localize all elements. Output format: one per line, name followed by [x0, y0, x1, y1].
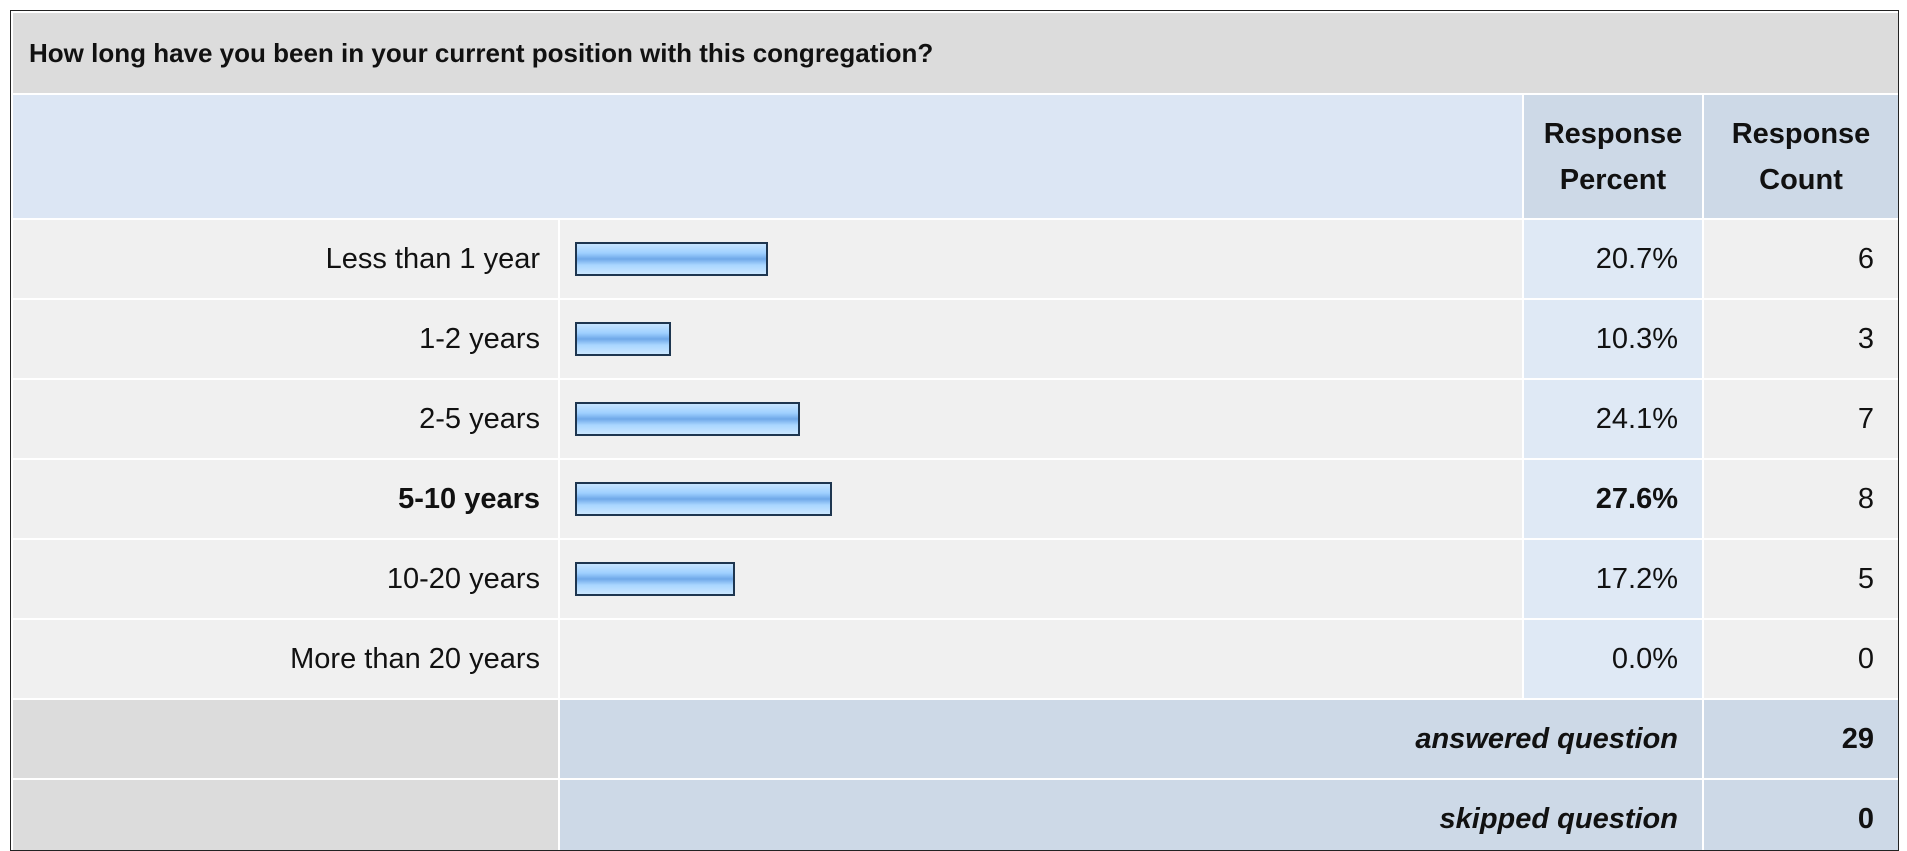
- bar-cell: [558, 298, 1524, 380]
- bar: [575, 562, 736, 596]
- answer-label: Less than 1 year: [11, 218, 560, 300]
- question-title: How long have you been in your current p…: [11, 11, 1898, 95]
- answer-label: 5-10 years: [11, 458, 560, 540]
- bar: [575, 482, 833, 516]
- answered-count: 29: [1701, 698, 1898, 780]
- answer-label: More than 20 years: [11, 618, 560, 700]
- response-count: 7: [1701, 378, 1898, 460]
- bar-cell: [558, 218, 1524, 300]
- bar: [575, 242, 768, 276]
- response-percent: 17.2%: [1522, 538, 1704, 620]
- response-percent: 27.6%: [1522, 458, 1704, 540]
- bar: [575, 402, 800, 436]
- skipped-count: 0: [1701, 778, 1898, 850]
- answer-label: 1-2 years: [11, 298, 560, 380]
- skipped-label: skipped question: [558, 778, 1704, 850]
- bar: [575, 322, 671, 356]
- answer-row: 10-20 years 17.2% 5: [11, 538, 1898, 620]
- response-percent: 20.7%: [1522, 218, 1704, 300]
- bar-cell: [558, 538, 1524, 620]
- answer-label: 2-5 years: [11, 378, 560, 460]
- bar-cell: [558, 378, 1524, 460]
- response-percent: 10.3%: [1522, 298, 1704, 380]
- footer-blank: [11, 778, 560, 850]
- response-count: 6: [1701, 218, 1898, 300]
- table: How long have you been in your current p…: [11, 11, 1898, 850]
- response-percent: 24.1%: [1522, 378, 1704, 460]
- answered-label: answered question: [558, 698, 1704, 780]
- response-count: 3: [1701, 298, 1898, 380]
- survey-table: How long have you been in your current p…: [10, 10, 1899, 851]
- header-blank: [11, 93, 1524, 220]
- response-count: 8: [1701, 458, 1898, 540]
- answer-row: Less than 1 year 20.7% 6: [11, 218, 1898, 300]
- skipped-row: skipped question 0: [11, 778, 1898, 850]
- header-count: Response Count: [1701, 93, 1898, 220]
- response-count: 5: [1701, 538, 1898, 620]
- response-percent: 0.0%: [1522, 618, 1704, 700]
- answer-row: 2-5 years 24.1% 7: [11, 378, 1898, 460]
- header-percent: Response Percent: [1522, 93, 1704, 220]
- answered-row: answered question 29: [11, 698, 1898, 780]
- answer-label: 10-20 years: [11, 538, 560, 620]
- answer-row: 5-10 years 27.6% 8: [11, 458, 1898, 540]
- bar-cell: [558, 458, 1524, 540]
- answer-row: More than 20 years 0.0% 0: [11, 618, 1898, 700]
- footer-blank: [11, 698, 560, 780]
- response-count: 0: [1701, 618, 1898, 700]
- answer-row: 1-2 years 10.3% 3: [11, 298, 1898, 380]
- bar-cell: [558, 618, 1524, 700]
